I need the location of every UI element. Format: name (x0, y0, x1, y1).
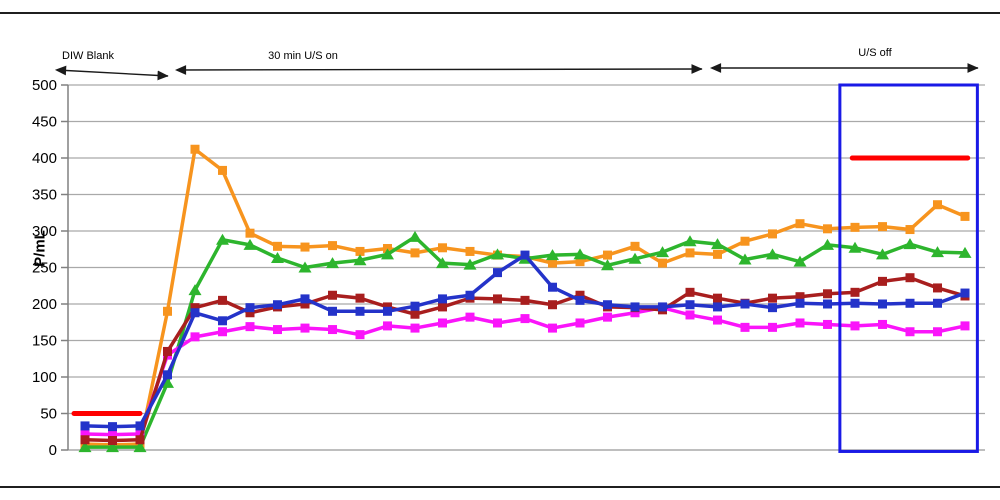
svg-text:300: 300 (32, 223, 57, 240)
svg-text:350: 350 (32, 187, 57, 204)
svg-text:500: 500 (32, 77, 57, 94)
svg-text:50: 50 (40, 406, 57, 423)
svg-text:400: 400 (32, 150, 57, 167)
svg-text:100: 100 (32, 369, 57, 386)
svg-text:450: 450 (32, 114, 57, 131)
y-axis-title: P/mL (31, 230, 49, 267)
svg-text:150: 150 (32, 333, 57, 350)
annotation-diw-blank: DIW Blank (62, 50, 114, 62)
figure-bottom-border (0, 486, 1000, 488)
annotation-us-off: U/S off (858, 47, 892, 59)
figure-top-border (0, 12, 1000, 14)
svg-text:200: 200 (32, 296, 57, 313)
svg-text:250: 250 (32, 260, 57, 277)
annotation-us-on: 30 min U/S on (268, 50, 338, 62)
svg-text:0: 0 (49, 442, 57, 459)
